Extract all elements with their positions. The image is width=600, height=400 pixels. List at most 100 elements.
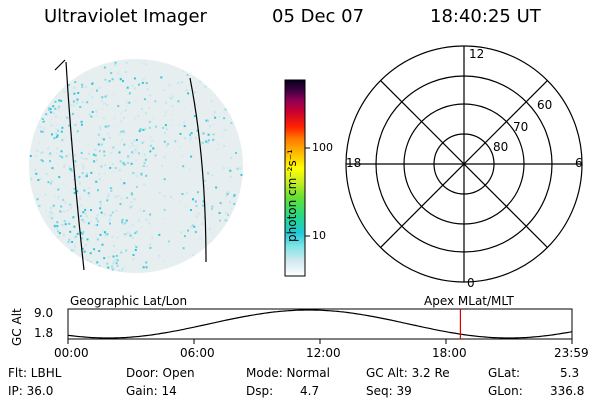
door-info: Door: Open (126, 366, 195, 380)
emission-speckle (189, 138, 192, 141)
emission-speckle (163, 140, 166, 143)
emission-speckle (49, 111, 52, 114)
emission-speckle (104, 78, 107, 81)
emission-speckle (38, 142, 41, 145)
emission-speckle (167, 245, 169, 247)
emission-speckle (125, 61, 128, 64)
orbit-xtick-0000: 00:00 (54, 346, 89, 360)
emission-speckle (90, 209, 92, 212)
emission-speckle (227, 191, 230, 194)
emission-speckle (68, 124, 71, 127)
emission-speckle (109, 222, 111, 225)
observation-date: 05 Dec 07 (272, 6, 365, 27)
emission-speckle (95, 109, 98, 112)
emission-speckle (129, 234, 132, 237)
emission-speckle (144, 112, 147, 115)
mlt-label-6: 6 (575, 156, 583, 170)
emission-speckles (29, 59, 243, 273)
emission-speckle (73, 125, 76, 127)
emission-speckle (117, 71, 120, 74)
emission-speckle (189, 133, 192, 136)
emission-speckle (132, 254, 135, 256)
emission-speckle (120, 270, 123, 273)
emission-speckle (108, 256, 111, 259)
emission-speckle (47, 147, 50, 150)
emission-speckle (134, 171, 137, 174)
emission-speckle (212, 123, 215, 126)
emission-speckle (86, 215, 88, 218)
emission-speckle (128, 92, 131, 95)
emission-speckle (226, 193, 229, 196)
emission-speckle (131, 237, 134, 240)
emission-speckle (194, 137, 197, 140)
emission-speckle (80, 123, 83, 126)
emission-speckle (72, 249, 75, 252)
emission-speckle (145, 82, 148, 85)
emission-speckle (240, 173, 243, 176)
emission-speckle (184, 235, 186, 238)
emission-speckle (174, 140, 177, 143)
emission-speckle (190, 225, 193, 228)
emission-speckle (163, 208, 166, 211)
emission-speckle (94, 148, 97, 151)
emission-speckle (91, 96, 94, 99)
emission-speckle (71, 112, 74, 115)
emission-speckle (135, 100, 138, 103)
emission-speckle (81, 172, 84, 174)
lat-label-80: 80 (493, 140, 509, 154)
emission-speckle (75, 100, 78, 103)
filter-info: Flt: LBHL (8, 366, 62, 380)
emission-speckle (30, 178, 33, 181)
emission-speckle (228, 201, 231, 204)
emission-speckle (86, 173, 88, 176)
emission-speckle (163, 155, 166, 158)
emission-speckle (135, 230, 138, 233)
emission-speckle (114, 64, 117, 66)
emission-speckle (192, 76, 195, 79)
emission-speckle (185, 89, 188, 92)
glat-label: GLat: (488, 366, 521, 380)
emission-speckle (137, 219, 140, 222)
emission-speckle (55, 115, 57, 118)
emission-speckle (223, 117, 226, 120)
emission-speckle (218, 219, 221, 222)
emission-speckle (135, 139, 138, 141)
emission-speckle (78, 182, 81, 185)
emission-speckle (130, 142, 133, 145)
emission-speckle (80, 156, 83, 159)
emission-speckle (94, 154, 97, 157)
emission-speckle (194, 91, 197, 94)
emission-speckle (143, 183, 146, 186)
emission-speckle (230, 122, 233, 125)
emission-speckle (80, 151, 83, 154)
emission-speckle (60, 205, 63, 208)
emission-speckle (207, 133, 210, 136)
emission-speckle (211, 207, 213, 210)
emission-speckle (103, 213, 106, 216)
emission-speckle (50, 124, 53, 127)
emission-speckle (59, 210, 62, 213)
orbit-xtick-0600: 06:00 (180, 346, 215, 360)
emission-speckle (44, 210, 47, 212)
emission-speckle (121, 269, 123, 272)
emission-speckle (239, 190, 242, 193)
emission-speckle (82, 157, 85, 160)
emission-speckle (182, 165, 185, 168)
emission-speckle (119, 78, 122, 81)
emission-speckle (120, 111, 123, 114)
emission-speckle (104, 231, 106, 234)
emission-speckle (224, 108, 227, 111)
emission-speckle (164, 124, 167, 127)
emission-speckle (34, 168, 37, 171)
emission-speckle (55, 132, 58, 135)
emission-speckle (119, 120, 122, 123)
emission-speckle (55, 227, 58, 230)
emission-speckle (95, 180, 98, 183)
emission-speckle (61, 156, 64, 159)
emission-speckle (209, 125, 212, 128)
emission-speckle (66, 106, 69, 109)
emission-speckle (230, 207, 233, 210)
emission-speckle (158, 233, 161, 236)
emission-speckle (109, 187, 112, 190)
emission-speckle (101, 243, 104, 246)
